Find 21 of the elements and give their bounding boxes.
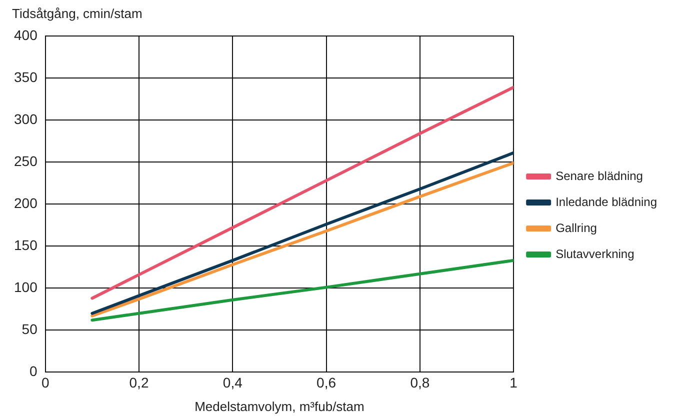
x-tick-label: 0: [41, 374, 50, 390]
legend-label: Senare blädning: [556, 168, 643, 183]
x-tick-label: 0,2: [129, 374, 149, 390]
y-tick-label: 250: [14, 152, 38, 169]
y-tick-label: 200: [14, 194, 38, 211]
y-tick-label: 50: [22, 321, 38, 338]
legend-label: Inledande blädning: [556, 194, 658, 209]
x-tick-label: 0,6: [316, 374, 336, 390]
y-tick-label: 100: [14, 279, 38, 296]
y-tick-label: 400: [14, 26, 38, 43]
y-tick-label: 350: [14, 68, 38, 85]
x-tick-label: 1: [510, 374, 518, 390]
y-axis-title: Tidsåtgång, cmin/stam: [12, 6, 142, 22]
x-tick-label: 0,8: [410, 374, 430, 390]
legend-label: Slutavverkning: [556, 246, 634, 261]
y-tick-label: 0: [30, 363, 38, 380]
y-tick-label: 300: [14, 110, 38, 127]
x-tick-label: 0,4: [222, 374, 243, 390]
y-tick-label: 150: [14, 236, 38, 253]
x-axis-title: Medelstamvolym, m³fub/stam: [194, 399, 364, 414]
legend-label: Gallring: [556, 220, 597, 235]
